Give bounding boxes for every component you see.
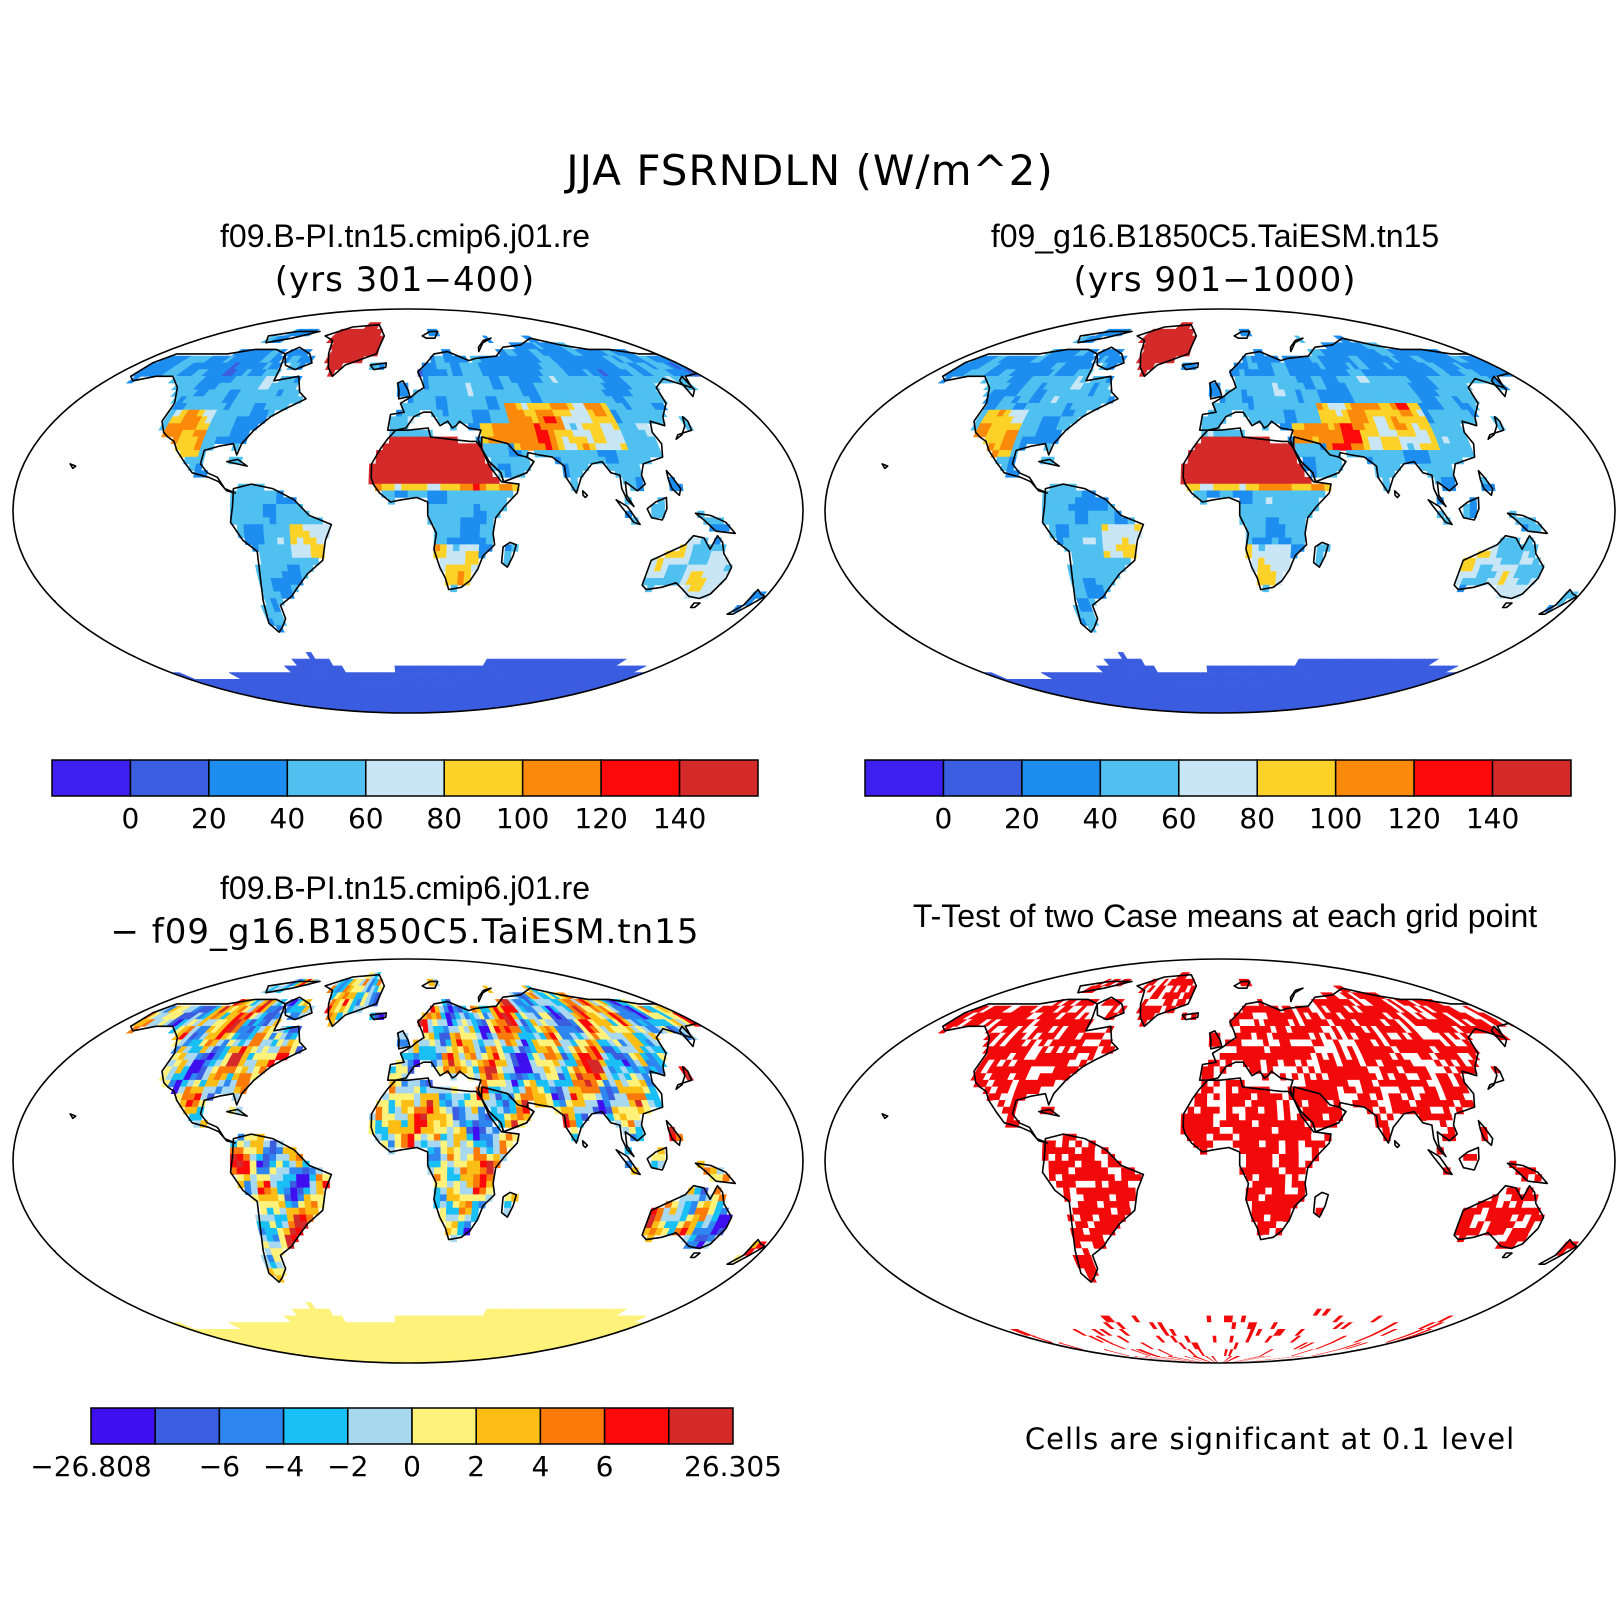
colorbar-tick-label: 60 [347, 802, 384, 835]
map-border [824, 958, 1616, 1364]
colorbar-tick-label: −4 [262, 1450, 305, 1483]
colorbar-tick-label: 4 [531, 1450, 550, 1483]
colorbar-tick-label: 40 [269, 802, 306, 835]
colorbar-box [1491, 759, 1572, 797]
map-border [12, 958, 804, 1364]
colorbar-box [668, 1407, 734, 1445]
significance-note: Cells are significant at 0.1 level [1024, 1422, 1516, 1456]
map-panel-ttest [824, 958, 1616, 1364]
colorbar-box [286, 759, 367, 797]
colorbar-box [1178, 759, 1258, 797]
map-panel-case1 [12, 308, 804, 714]
colorbar-box [90, 1407, 156, 1445]
colorbar-tick-label: 40 [1082, 802, 1119, 835]
colorbar-box [347, 1407, 413, 1445]
colorbar-tick-label: 120 [1387, 802, 1441, 835]
field-cells [937, 972, 1580, 1363]
colorbar-tick-label: −6 [198, 1450, 241, 1483]
colorbar-tick-label: −2 [327, 1450, 369, 1483]
colorbar-tick-label: 140 [1465, 802, 1520, 835]
colorbar-tick-label: 0 [934, 802, 953, 835]
colorbar-box [600, 759, 681, 797]
colorbar-box [208, 759, 289, 797]
coastlines [50, 323, 766, 633]
colorbar-tick-label: 20 [1004, 802, 1040, 835]
colorbar-case1 [51, 759, 759, 797]
colorbar-tick-label: 20 [191, 802, 227, 835]
colorbar-box [51, 759, 132, 797]
colorbar-tick-label: 80 [1239, 802, 1276, 835]
coastlines [862, 973, 1578, 1283]
figure-title: JJA FSRNDLN (W/m^2) [566, 146, 1054, 195]
colorbar-tick-label: 60 [1160, 802, 1197, 835]
colorbar-difference [90, 1407, 734, 1445]
map-panel-case2 [824, 308, 1616, 714]
colorbar-box [282, 1407, 349, 1445]
colorbar-box [521, 759, 602, 797]
colorbar-tick-label: 2 [467, 1450, 486, 1483]
colorbar-tick-label: 80 [426, 802, 463, 835]
colorbar-box [942, 759, 1023, 797]
colorbar-tick-label: 140 [652, 802, 707, 835]
colorbar-box [864, 759, 945, 797]
colorbar-box [678, 759, 759, 797]
colorbar-tick-label: 120 [574, 802, 628, 835]
colorbar-box [218, 1407, 285, 1445]
colorbar-tick-label: 100 [495, 802, 550, 835]
colorbar-tick-label: 0 [403, 1450, 421, 1483]
colorbar-box [1021, 759, 1102, 797]
panel2-title: f09_g16.B1850C5.TaiESM.tn15 [990, 218, 1440, 254]
colorbar-tick-label: −26.808 [30, 1450, 152, 1483]
panel2-subtitle: (yrs 901−1000) [1073, 260, 1357, 300]
map-border [824, 308, 1616, 714]
colorbar-box [1334, 759, 1415, 797]
colorbar-box [129, 759, 210, 797]
colorbar-tick-label: 26.305 [684, 1450, 782, 1483]
map-panel-difference [12, 958, 804, 1364]
colorbar-box [1413, 759, 1494, 797]
colorbar-box [365, 759, 445, 797]
colorbar-case2 [864, 759, 1572, 797]
colorbar-box [154, 1407, 221, 1445]
panel1-subtitle: (yrs 301−400) [274, 260, 536, 300]
panel3-subtitle: − f09_g16.B1850C5.TaiESM.tn15 [110, 912, 700, 952]
colorbar-box [475, 1407, 542, 1445]
panel4-title: T-Test of two Case means at each grid po… [912, 898, 1538, 934]
coastlines [862, 323, 1578, 633]
panel1-title: f09.B-PI.tn15.cmip6.j01.re [220, 218, 590, 254]
colorbar-box [603, 1407, 670, 1445]
map-border [12, 308, 804, 714]
colorbar-box [539, 1407, 606, 1445]
colorbar-box [443, 759, 524, 797]
colorbar-tick-label: 0 [121, 802, 140, 835]
colorbar-box [411, 1407, 477, 1445]
colorbar-tick-label: 6 [595, 1450, 614, 1483]
colorbar-box [1256, 759, 1337, 797]
colorbar-tick-label: 100 [1308, 802, 1363, 835]
panel3-title: f09.B-PI.tn15.cmip6.j01.re [220, 870, 590, 906]
colorbar-box [1099, 759, 1180, 797]
